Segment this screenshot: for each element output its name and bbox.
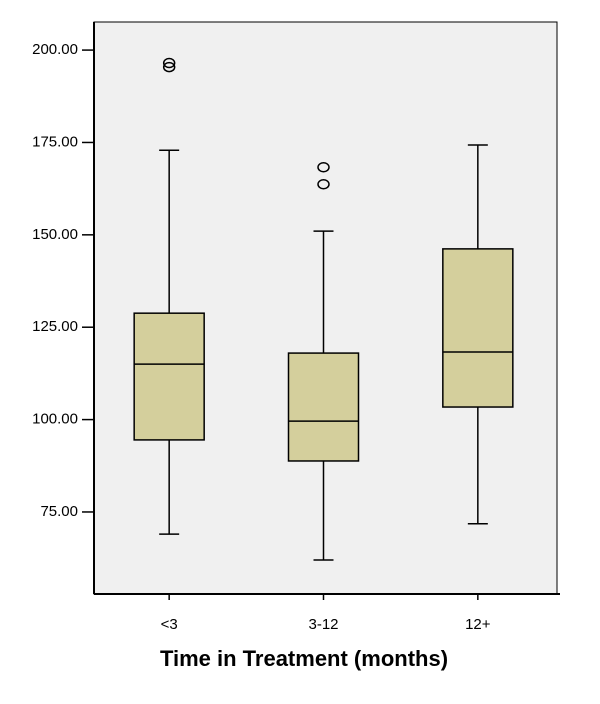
y-tick-label: 100.00 bbox=[32, 411, 78, 428]
box bbox=[287, 352, 360, 462]
outlier bbox=[162, 57, 176, 69]
box bbox=[442, 248, 514, 408]
outlier bbox=[317, 161, 330, 173]
y-tick-label: 200.00 bbox=[32, 41, 78, 58]
y-tick-label: 125.00 bbox=[32, 318, 78, 335]
outlier bbox=[162, 61, 176, 73]
y-tick-label: 175.00 bbox=[32, 133, 78, 150]
x-tick-label: <3 bbox=[161, 616, 178, 633]
y-tick-label: 150.00 bbox=[32, 226, 78, 243]
outlier bbox=[317, 178, 330, 190]
x-tick-label: 3-12 bbox=[308, 616, 338, 633]
x-tick-label: 12+ bbox=[465, 616, 491, 633]
y-tick-label: 75.00 bbox=[40, 503, 78, 520]
x-axis-label: Time in Treatment (months) bbox=[160, 646, 448, 671]
box bbox=[133, 312, 205, 441]
